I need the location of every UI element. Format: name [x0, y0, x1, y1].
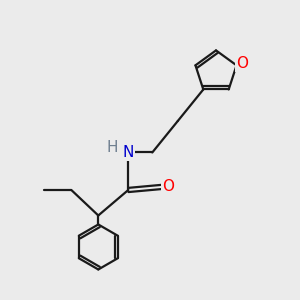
Text: O: O [162, 179, 174, 194]
Text: O: O [236, 56, 248, 71]
Text: N: N [123, 145, 134, 160]
Text: H: H [106, 140, 118, 155]
